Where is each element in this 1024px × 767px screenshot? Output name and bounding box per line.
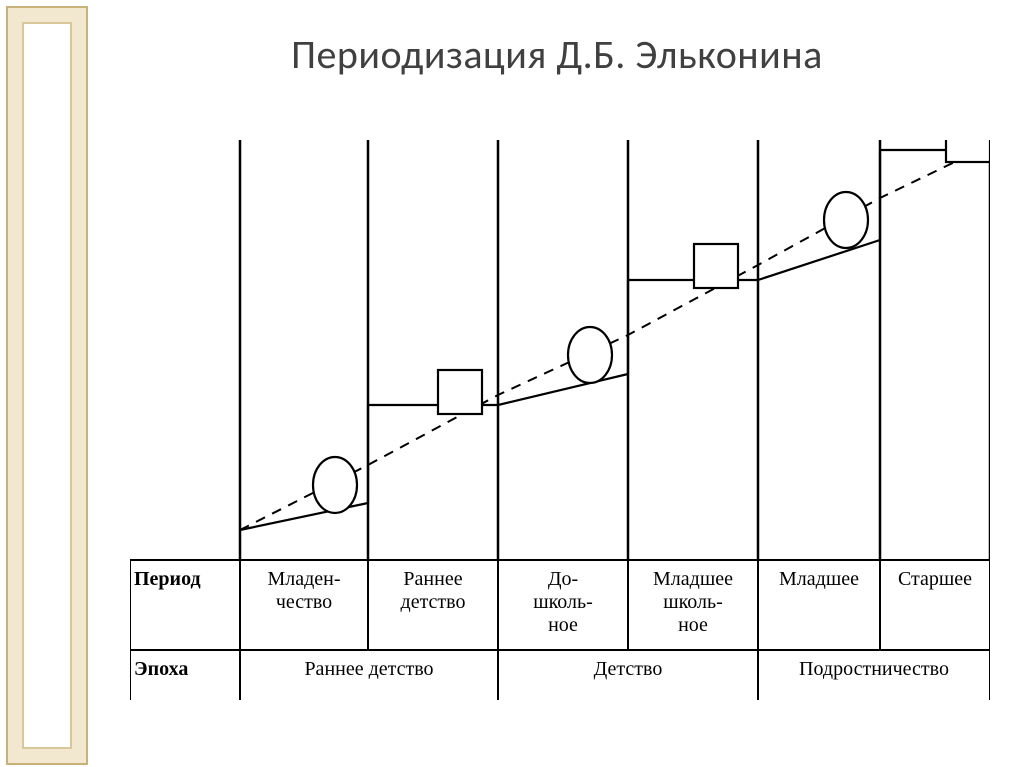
period-label-0: Младен-чество bbox=[240, 568, 368, 614]
period-label-3: Младшеешколь-ное bbox=[628, 568, 758, 637]
epoch-label-1: Детство bbox=[498, 658, 758, 681]
sidebar-inner-frame bbox=[22, 22, 72, 749]
period-label-2: До-школь-ное bbox=[498, 568, 628, 637]
periodization-diagram: Период Эпоха Младен-чествоРаннеедетствоДо-… bbox=[130, 140, 990, 700]
period-label-4: Младшее bbox=[758, 568, 880, 591]
epoch-label-2: Подростничество bbox=[758, 658, 990, 681]
slide-title: Периодизация Д.Б. Эльконина bbox=[90, 30, 1024, 79]
period-label-1: Раннеедетство bbox=[368, 568, 498, 614]
slide: Периодизация Д.Б. Эльконина Период Эпоха М… bbox=[0, 0, 1024, 767]
epoch-row-header: Эпоха bbox=[134, 658, 236, 681]
decorative-sidebar bbox=[0, 0, 90, 767]
period-row-header: Период bbox=[134, 568, 236, 591]
period-label-5: Старшее bbox=[880, 568, 990, 591]
epoch-label-0: Раннее детство bbox=[240, 658, 498, 681]
